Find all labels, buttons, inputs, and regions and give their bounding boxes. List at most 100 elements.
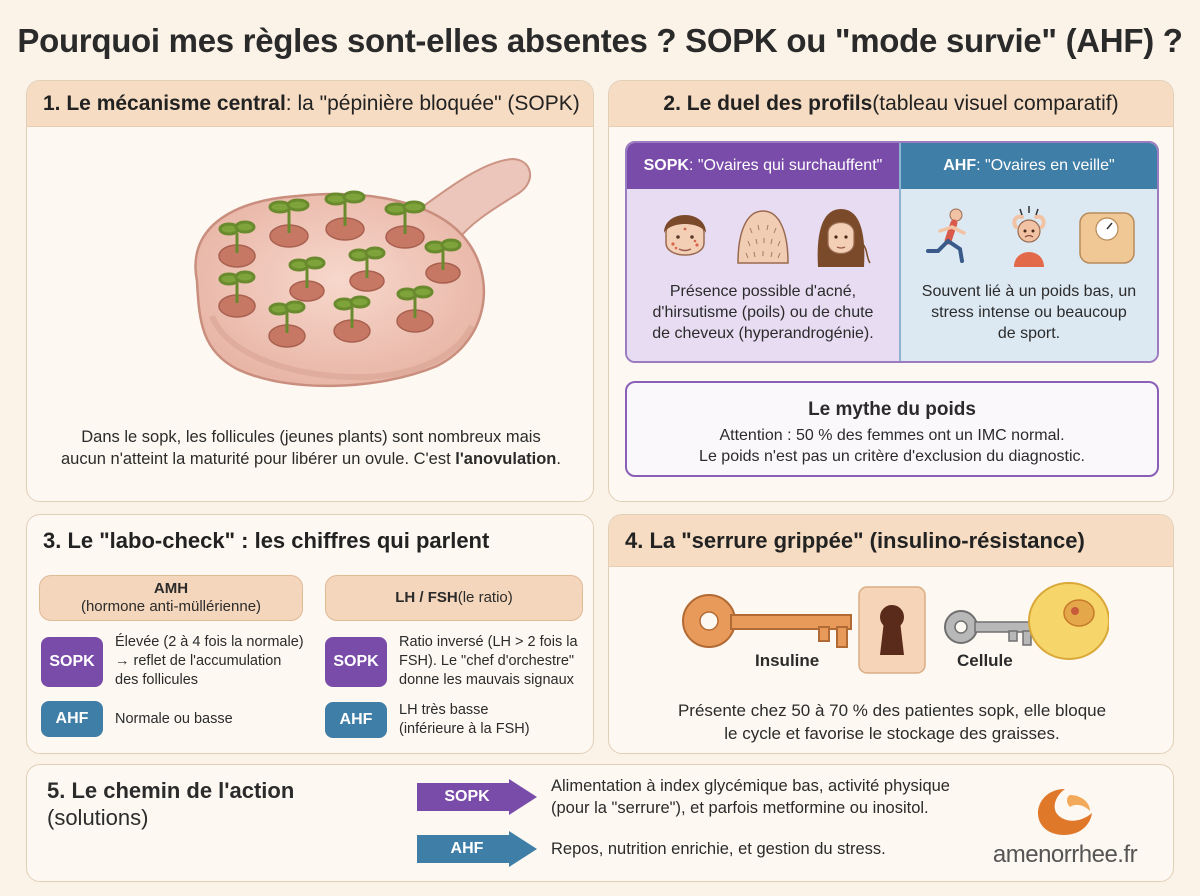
amh-pill: AMH (hormone anti-müllérienne) — [39, 575, 303, 621]
sopk-action-line1: Alimentation à index glycémique bas, act… — [551, 777, 950, 795]
mechanism-desc-line2: aucun n'atteint la maturité pour libérer… — [27, 448, 593, 470]
hirsutism-back-icon — [737, 210, 789, 264]
amh-ahf-text: Normale ou basse — [115, 710, 233, 727]
brand-name: amenorrhee.fr — [992, 841, 1138, 868]
runner-icon — [925, 208, 966, 263]
sopk-icons — [627, 203, 899, 269]
mechanism-desc-text: aucun n'atteint la maturité pour libérer… — [61, 450, 456, 468]
lab-check-header: 3. Le "labo-check" : les chiffres qui pa… — [27, 515, 593, 567]
lhfsh-subtitle: (le ratio) — [457, 589, 513, 606]
ahf-profile-header: AHF : "Ovaires en veille" — [900, 143, 1157, 189]
action-title-rest: (solutions) — [47, 805, 149, 830]
anovulation-term: l'anovulation — [455, 450, 557, 468]
insulin-desc-line2: le cycle et favorise le stockage des gra… — [724, 724, 1060, 743]
lh-ahf-line1: LH très basse — [399, 702, 489, 718]
mechanism-header: 1. Le mécanisme central : la "pépinière … — [27, 81, 593, 127]
insulin-label: Insuline — [755, 651, 820, 670]
sopk-profile-text: Présence possible d'acné, d'hirsutisme (… — [627, 281, 899, 344]
sopk-action-text: Alimentation à index glycémique bas, act… — [551, 775, 950, 819]
amh-subtitle: (hormone anti-müllérienne) — [80, 598, 262, 615]
sopk-arrow-label: SOPK — [444, 788, 490, 805]
lh-sopk-line3: donne les mauvais signaux — [399, 672, 574, 688]
action-title-bold: 5. Le chemin de l'action — [47, 778, 295, 803]
sopk-profile-label: SOPK — [643, 157, 689, 174]
ahf-profile-text: Souvent lié à un poids bas, un stress in… — [901, 281, 1157, 344]
stress-icon — [1012, 206, 1046, 267]
amh-sopk-row: SOPK Élevée (2 à 4 fois la normale) → re… — [41, 633, 304, 690]
lhfsh-pill: LH / FSH (le ratio) — [325, 575, 583, 621]
weight-myth-box: Le mythe du poids Attention : 50 % des f… — [625, 381, 1159, 477]
ahf-badge: AHF — [41, 701, 103, 737]
amh-ahf-row: AHF Normale ou basse — [41, 701, 233, 737]
lab-check-title: 3. Le "labo-check" : les chiffres qui pa… — [43, 528, 490, 553]
ahf-text-line1: Souvent lié à un poids bas, un — [921, 283, 1137, 300]
lab-check-card: 3. Le "labo-check" : les chiffres qui pa… — [26, 514, 594, 754]
ahf-badge: AHF — [325, 702, 387, 738]
lh-sopk-line2: FSH). Le "chef d'orchestre" — [399, 653, 575, 669]
ahf-profile-label: AHF — [943, 157, 977, 174]
sopk-profile: SOPK : "Ovaires qui surchauffent" — [627, 143, 901, 361]
amh-sopk-line2: → reflet de l'accumulation — [115, 653, 282, 669]
scale-icon — [1079, 212, 1135, 264]
cell-icon — [1028, 582, 1109, 660]
mechanism-desc-line1: Dans le sopk, les follicules (jeunes pla… — [81, 428, 541, 446]
sopk-badge: SOPK — [325, 636, 387, 687]
sopk-action-row: SOPK Alimentation à index glycémique bas… — [417, 775, 950, 819]
sopk-arrow: SOPK — [417, 779, 537, 815]
ahf-arrow: AHF — [417, 831, 537, 867]
mechanism-desc-end: . — [556, 450, 561, 468]
ahf-icons — [901, 203, 1157, 269]
key-lock-illustration — [682, 582, 1109, 674]
sopk-action-line2: (pour la "serrure"), et parfois metformi… — [551, 799, 929, 817]
ovary-illustration — [194, 157, 532, 388]
sopk-text-line3: de cheveux (hyperandrogénie). — [652, 325, 874, 342]
ahf-action-text: Repos, nutrition enrichie, et gestion du… — [551, 840, 886, 858]
hair-loss-icon — [817, 209, 871, 267]
ahf-action-row: AHF Repos, nutrition enrichie, et gestio… — [417, 831, 886, 867]
weight-myth-title: Le mythe du poids — [808, 399, 976, 420]
lh-sopk-line1: Ratio inversé (LH > 2 fois la — [399, 634, 578, 650]
ahf-profile: AHF : "Ovaires en veille" — [900, 143, 1157, 361]
page-title: Pourquoi mes règles sont-elles absentes … — [17, 22, 1183, 59]
amh-title: AMH — [153, 580, 189, 597]
profiles-header: 2. Le duel des profils (tableau visuel c… — [609, 81, 1173, 127]
profiles-title: 2. Le duel des profils — [663, 91, 873, 115]
insulin-key-icon — [682, 594, 852, 648]
action-title: 5. Le chemin de l'action (solutions) — [47, 777, 294, 831]
insulin-title: 4. La "serrure grippée" (insulino-résist… — [625, 527, 1085, 553]
amh-sopk-text: Élevée (2 à 4 fois la normale) → reflet … — [115, 633, 304, 690]
ahf-text-line2: stress intense ou beaucoup — [931, 304, 1127, 321]
mechanism-subtitle: : la "pépinière bloquée" (SOPK) — [285, 91, 580, 115]
insulin-description: Présente chez 50 à 70 % des patientes so… — [609, 699, 1173, 745]
sopk-text-line1: Présence possible d'acné, — [669, 283, 857, 300]
amh-sopk-line3: des follicules — [115, 672, 199, 688]
lh-sopk-row: SOPK Ratio inversé (LH > 2 fois la FSH).… — [325, 633, 578, 690]
lhfsh-title: LH / FSH — [395, 589, 458, 606]
profiles-card: 2. Le duel des profils (tableau visuel c… — [608, 80, 1174, 502]
cell-label: Cellule — [957, 651, 1013, 670]
sopk-profile-subtitle: : "Ovaires qui surchauffent" — [688, 157, 883, 174]
ahf-text-line3: de sport. — [997, 325, 1061, 342]
lh-ahf-row: AHF LH très basse (inférieure à la FSH) — [325, 701, 530, 739]
brand-swirl-icon — [1038, 789, 1092, 835]
amh-sopk-line1: Élevée (2 à 4 fois la normale) — [115, 634, 304, 650]
sopk-profile-header: SOPK : "Ovaires qui surchauffent" — [627, 143, 899, 189]
cell-key-icon — [944, 610, 1036, 646]
keyhole-icon — [858, 586, 926, 674]
acne-face-icon — [663, 215, 706, 256]
weight-myth-line2: Le poids n'est pas un critère d'exclusio… — [699, 448, 1085, 465]
ahf-profile-subtitle: : "Ovaires en veille" — [976, 157, 1115, 174]
mechanism-title: 1. Le mécanisme central — [43, 91, 286, 115]
mechanism-card: 1. Le mécanisme central : la "pépinière … — [26, 80, 594, 502]
insulin-card: 4. La "serrure grippée" (insulino-résist… — [608, 514, 1174, 754]
ahf-arrow-shape — [417, 831, 537, 867]
mechanism-description: Dans le sopk, les follicules (jeunes pla… — [27, 426, 593, 470]
sopk-arrow-shape — [417, 779, 537, 815]
lh-ahf-line2: (inférieure à la FSH) — [399, 721, 530, 737]
action-card: 5. Le chemin de l'action (solutions) SOP… — [26, 764, 1174, 882]
lh-sopk-text: Ratio inversé (LH > 2 fois la FSH). Le "… — [399, 633, 578, 690]
insulin-header: 4. La "serrure grippée" (insulino-résist… — [609, 515, 1173, 567]
profiles-table: SOPK : "Ovaires qui surchauffent" — [625, 141, 1159, 363]
lh-ahf-text: LH très basse (inférieure à la FSH) — [399, 701, 530, 739]
brand-logo: amenorrhee.fr — [975, 783, 1155, 873]
